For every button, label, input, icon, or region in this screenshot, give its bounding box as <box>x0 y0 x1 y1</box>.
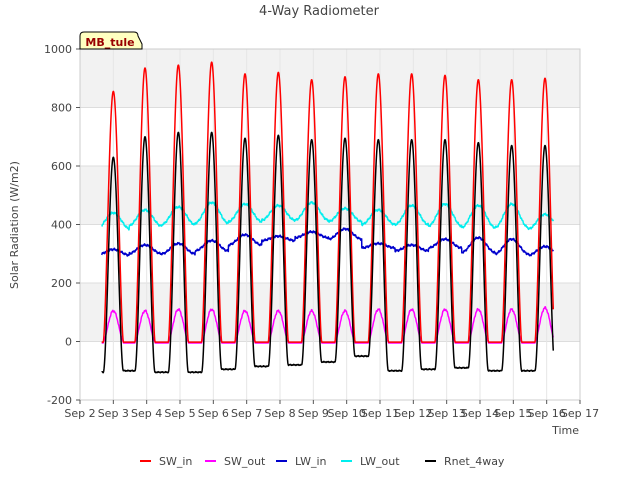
x-tick-label: Sep 6 <box>198 407 229 420</box>
series-line-sw-in <box>101 61 555 343</box>
legend-label: LW_out <box>360 455 400 468</box>
band-3 <box>80 166 580 225</box>
band-5 <box>80 49 580 108</box>
legend-label: Rnet_4way <box>444 455 505 468</box>
x-tick-label: Sep 16 <box>528 407 566 420</box>
x-tick-label: Sep 8 <box>264 407 295 420</box>
station-tag-label: MB_tule <box>85 36 134 49</box>
x-axis: Sep 2 Sep 3 Sep 4 Sep 5 Sep 6 Sep 7 Sep 8 Sep 9… <box>64 400 599 420</box>
y-axis: -200 0 200 400 600 800 1000 <box>44 43 80 407</box>
x-tick-label: Sep 12 <box>394 407 432 420</box>
x-tick-label: Sep 11 <box>361 407 399 420</box>
x-tick-label: Sep 5 <box>164 407 195 420</box>
x-tick-label: Sep 7 <box>231 407 262 420</box>
x-tick-label: Sep 2 <box>64 407 95 420</box>
y-axis-label: Solar Radiation (W/m2) <box>8 161 21 289</box>
x-tick-label: Sep 14 <box>461 407 499 420</box>
plot-background <box>80 49 580 400</box>
legend-label: SW_out <box>224 455 266 468</box>
y-tick-label: 800 <box>51 102 72 115</box>
x-tick-label: Sep 9 <box>298 407 329 420</box>
y-tick-label: 600 <box>51 160 72 173</box>
x-axis-label: Time <box>551 424 579 437</box>
y-tick-label: 200 <box>51 277 72 290</box>
band-4 <box>80 107 580 166</box>
y-tick-label: 0 <box>65 336 72 349</box>
x-tick-label: Sep 10 <box>328 407 366 420</box>
x-tick-label: Sep 17 <box>561 407 599 420</box>
chart-title: 4-Way Radiometer <box>259 4 380 19</box>
legend: SW_in SW_out LW_in LW_out Rnet_4way <box>140 455 505 468</box>
y-tick-label: 400 <box>51 219 72 232</box>
x-tick-label: Sep 13 <box>428 407 466 420</box>
station-tag-box <box>79 31 143 50</box>
legend-label: SW_in <box>159 455 192 468</box>
series-line-sw-out <box>101 306 554 344</box>
series-line-rnet-4way <box>101 131 555 374</box>
series-line-lw-out <box>101 200 554 231</box>
x-tick-label: Sep 15 <box>494 407 532 420</box>
x-tick-label: Sep 4 <box>131 407 162 420</box>
band-1 <box>80 283 580 342</box>
data-lines <box>100 61 555 374</box>
station-tag: MB_tule <box>79 31 143 50</box>
y-tick-label: 1000 <box>44 43 72 56</box>
series-line-lw-in <box>100 227 554 257</box>
legend-label: LW_in <box>295 455 327 468</box>
y-tick-label: -200 <box>47 394 72 407</box>
x-tick-label: Sep 3 <box>98 407 129 420</box>
